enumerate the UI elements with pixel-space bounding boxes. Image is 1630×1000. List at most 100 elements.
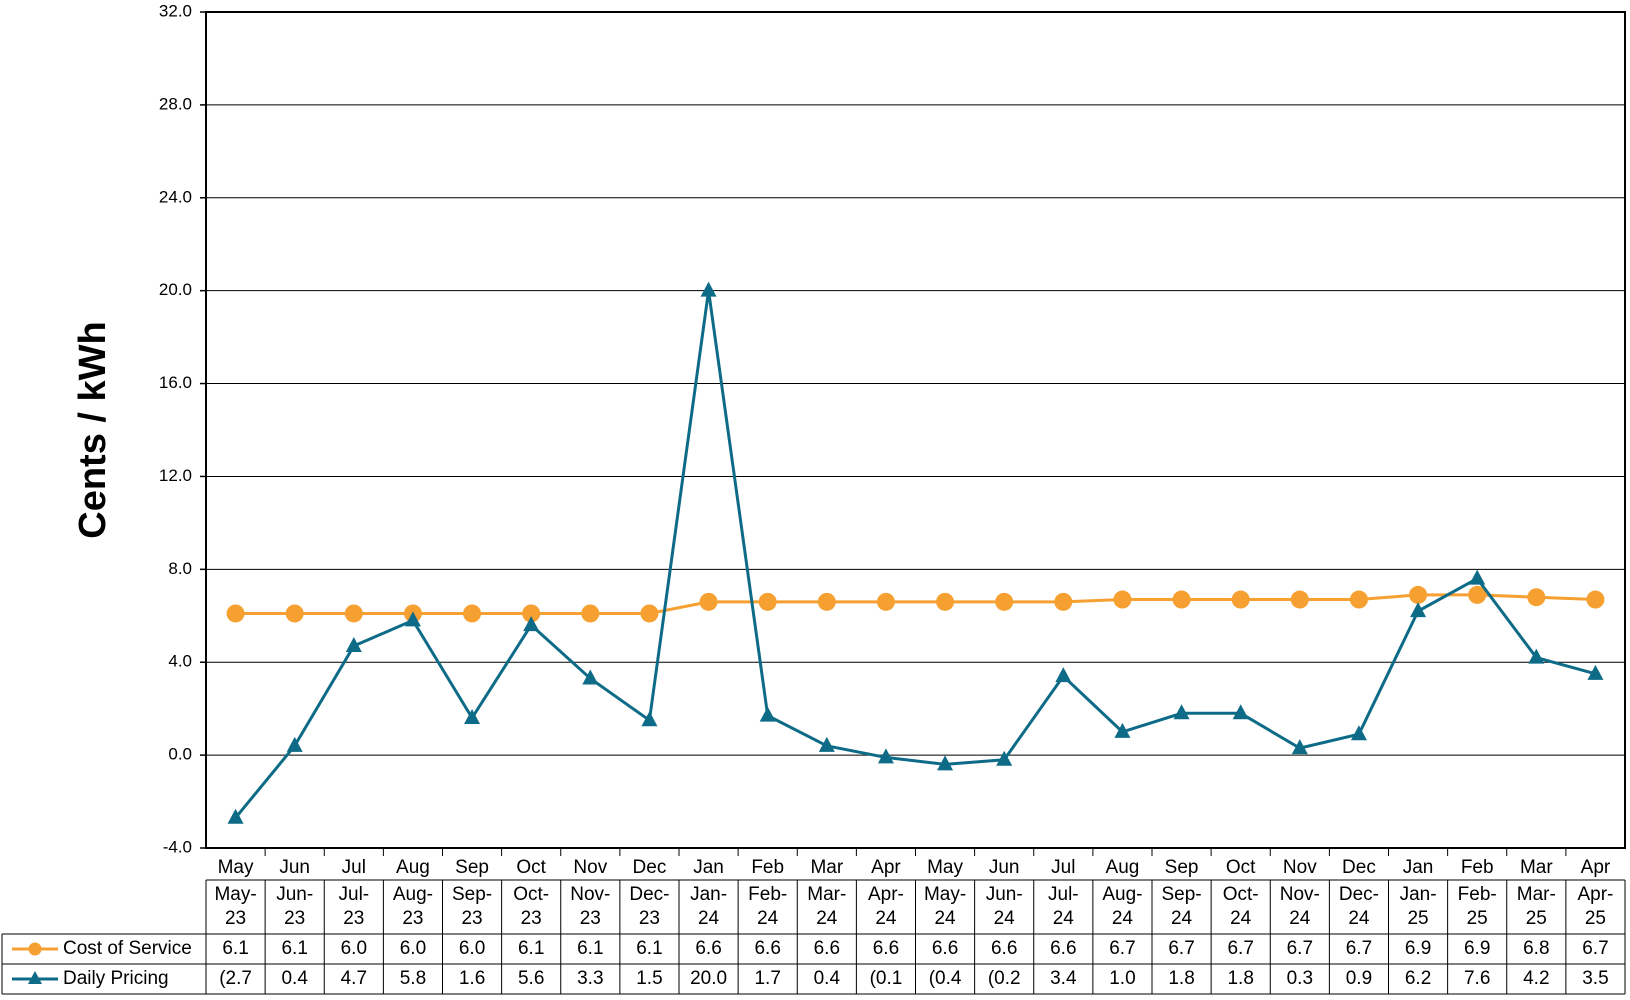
y-tick-label: 16.0 <box>159 373 192 392</box>
x-category-label: Aug <box>396 857 430 878</box>
x-category-label: Apr <box>871 857 901 878</box>
x-category-label: Jun <box>989 857 1020 878</box>
table-header-year: 23 <box>402 908 423 929</box>
x-category-label: Aug <box>1106 857 1140 878</box>
table-header-year: 24 <box>994 908 1016 929</box>
x-category-label: May <box>218 857 254 878</box>
data-point <box>285 604 304 623</box>
table-header-year: 25 <box>1407 908 1428 929</box>
table-header-year: 24 <box>1289 908 1311 929</box>
series-line-1 <box>234 290 1596 819</box>
x-category-label: Apr <box>1581 857 1611 878</box>
data-point <box>1410 602 1427 618</box>
data-point <box>877 748 894 764</box>
data-point <box>1586 590 1605 609</box>
data-point <box>1587 664 1604 680</box>
data-point <box>937 755 954 771</box>
table-header-month: May- <box>924 884 966 905</box>
x-category-label: Sep <box>455 857 489 878</box>
x-category-label: Dec <box>1342 857 1376 878</box>
table-header-month: Jan- <box>690 884 727 905</box>
table-cell: 6.6 <box>814 938 840 959</box>
x-category-label: Mar <box>1520 857 1553 878</box>
data-point <box>818 736 835 752</box>
data-point <box>1054 592 1073 611</box>
legend-label: Daily Pricing <box>63 968 169 989</box>
table-cell: 0.3 <box>1287 968 1313 989</box>
data-point <box>995 592 1014 611</box>
data-point <box>1527 588 1546 607</box>
data-point <box>936 592 955 611</box>
data-point <box>1290 590 1309 609</box>
data-table: May Jun Jul Aug Sep Oct Nov Dec Jan Feb Mar Apr May J… <box>1 857 1626 995</box>
y-tick-label: 0.0 <box>168 745 192 764</box>
data-point <box>1469 569 1486 585</box>
table-header-month: Oct- <box>513 884 549 905</box>
table-cell: 6.7 <box>1346 938 1372 959</box>
table-header-month: Sep- <box>452 884 492 905</box>
table-cell: 4.2 <box>1523 968 1549 989</box>
table-header-month: Nov- <box>570 884 610 905</box>
data-point <box>1291 739 1308 755</box>
data-point <box>758 592 777 611</box>
table-cell: 1.8 <box>1168 968 1194 989</box>
table-header-year: 23 <box>225 908 246 929</box>
data-point <box>226 604 245 623</box>
legend-label: Cost of Service <box>63 938 192 959</box>
table-cell: 4.7 <box>341 968 367 989</box>
data-point <box>699 592 718 611</box>
table-cell: 6.7 <box>1582 938 1608 959</box>
data-point <box>1173 704 1190 720</box>
table-cell: 1.6 <box>459 968 485 989</box>
table-header-year: 24 <box>1171 908 1193 929</box>
table-header-year: 24 <box>1053 908 1075 929</box>
data-point <box>464 708 481 724</box>
x-category-label: Nov <box>1283 857 1317 878</box>
table-cell: 6.1 <box>518 938 544 959</box>
table-header-year: 24 <box>698 908 720 929</box>
table-header-year: 25 <box>1467 908 1488 929</box>
y-tick-label: -4.0 <box>163 837 192 856</box>
table-cell: 6.1 <box>577 938 603 959</box>
y-tick-label: 8.0 <box>168 559 192 578</box>
table-header-year: 23 <box>580 908 601 929</box>
data-point <box>345 636 362 652</box>
table-cell: 6.0 <box>459 938 485 959</box>
data-point <box>1231 590 1250 609</box>
y-tick-label: 32.0 <box>159 1 192 20</box>
table-header-month: Jun- <box>986 884 1023 905</box>
data-point <box>1349 590 1368 609</box>
table-cell: 1.7 <box>754 968 780 989</box>
table-cell: 6.8 <box>1523 938 1549 959</box>
table-cell: 1.5 <box>636 968 662 989</box>
table-header-year: 25 <box>1585 908 1606 929</box>
table-header-year: 24 <box>1112 908 1134 929</box>
data-point <box>640 604 659 623</box>
table-header-month: Jan- <box>1400 884 1437 905</box>
table-header-month: Oct- <box>1223 884 1259 905</box>
y-axis-label: Cents / kWh <box>72 321 114 538</box>
data-point <box>1113 590 1132 609</box>
x-category-label: Oct <box>1226 857 1256 878</box>
data-point <box>463 604 482 623</box>
x-category-label: Sep <box>1165 857 1199 878</box>
data-point <box>1232 704 1249 720</box>
x-category-label: May <box>927 857 963 878</box>
table-cell: 6.9 <box>1464 938 1490 959</box>
x-category-label: Jun <box>279 857 310 878</box>
plot-area-frame <box>205 11 1626 849</box>
table-cell: 0.9 <box>1346 968 1372 989</box>
x-category-label: Feb <box>751 857 784 878</box>
table-header-month: Aug- <box>1102 884 1142 905</box>
x-category-label: Jul <box>1051 857 1075 878</box>
x-category-label: Feb <box>1461 857 1494 878</box>
table-header-month: Apr- <box>868 884 904 905</box>
table-cell: 7.6 <box>1464 968 1490 989</box>
table-header-month: Nov- <box>1280 884 1320 905</box>
data-point <box>522 604 541 623</box>
table-cell: 5.6 <box>518 968 544 989</box>
table-header-year: 24 <box>875 908 897 929</box>
table-cell: 6.7 <box>1168 938 1194 959</box>
x-category-label: Nov <box>573 857 607 878</box>
